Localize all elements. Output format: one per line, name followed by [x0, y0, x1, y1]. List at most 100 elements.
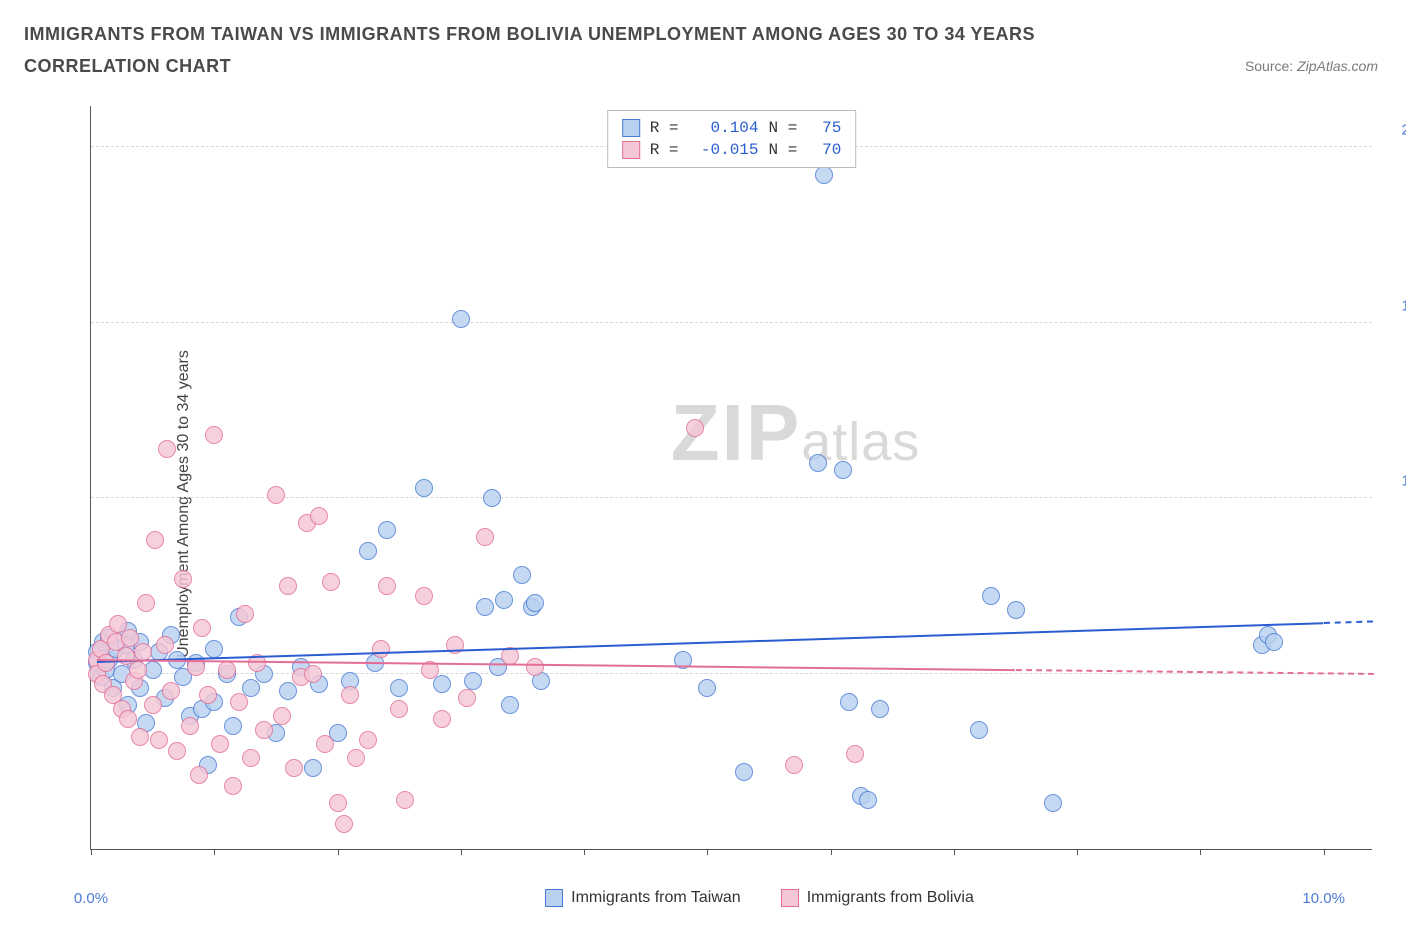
data-point — [218, 661, 236, 679]
legend-swatch — [622, 119, 640, 137]
legend-n-label: N = — [769, 119, 798, 137]
data-point — [396, 791, 414, 809]
data-point — [279, 577, 297, 595]
x-tick-label: 0.0% — [74, 890, 108, 907]
data-point — [970, 721, 988, 739]
data-point — [452, 310, 470, 328]
data-point — [372, 640, 390, 658]
x-tick-mark — [584, 849, 585, 855]
legend-r-value: 0.104 — [689, 119, 759, 137]
data-point — [815, 166, 833, 184]
data-point — [378, 577, 396, 595]
data-point — [267, 486, 285, 504]
legend-r-label: R = — [650, 119, 679, 137]
data-point — [433, 710, 451, 728]
data-point — [526, 658, 544, 676]
data-point — [316, 735, 334, 753]
data-point — [785, 756, 803, 774]
data-point — [304, 759, 322, 777]
data-point — [310, 507, 328, 525]
legend-swatch — [622, 141, 640, 159]
data-point — [1044, 794, 1062, 812]
x-tick-mark — [214, 849, 215, 855]
data-point — [224, 717, 242, 735]
data-point — [341, 686, 359, 704]
data-point — [236, 605, 254, 623]
data-point — [174, 570, 192, 588]
data-point — [285, 759, 303, 777]
x-tick-mark — [831, 849, 832, 855]
data-point — [834, 461, 852, 479]
data-point — [359, 542, 377, 560]
data-point — [378, 521, 396, 539]
data-point — [150, 731, 168, 749]
data-point — [279, 682, 297, 700]
data-point — [131, 728, 149, 746]
x-tick-mark — [338, 849, 339, 855]
data-point — [193, 619, 211, 637]
data-point — [840, 693, 858, 711]
data-point — [162, 682, 180, 700]
data-point — [129, 661, 147, 679]
data-point — [230, 693, 248, 711]
data-point — [415, 587, 433, 605]
data-point — [255, 721, 273, 739]
data-point — [982, 587, 1000, 605]
data-point — [415, 479, 433, 497]
data-point — [464, 672, 482, 690]
source-prefix: Source: — [1245, 58, 1297, 74]
legend-r-value: -0.015 — [689, 141, 759, 159]
source-attribution: Source: ZipAtlas.com — [1245, 58, 1378, 74]
legend-swatch — [781, 889, 799, 907]
data-point — [335, 815, 353, 833]
legend-n-value: 75 — [807, 119, 841, 137]
data-point — [501, 696, 519, 714]
data-point — [144, 696, 162, 714]
data-point — [476, 598, 494, 616]
legend-row: R = 0.104 N = 75 — [622, 117, 842, 139]
data-point — [158, 440, 176, 458]
y-tick-label: 10.0% — [1401, 473, 1406, 490]
data-point — [329, 794, 347, 812]
data-point — [476, 528, 494, 546]
x-tick-mark — [954, 849, 955, 855]
data-point — [433, 675, 451, 693]
source-name: ZipAtlas.com — [1297, 58, 1378, 74]
data-point — [205, 640, 223, 658]
data-point — [273, 707, 291, 725]
data-point — [242, 679, 260, 697]
data-point — [846, 745, 864, 763]
legend-n-label: N = — [769, 141, 798, 159]
data-point — [242, 749, 260, 767]
legend-item: Immigrants from Bolivia — [781, 889, 974, 907]
data-point — [458, 689, 476, 707]
data-point — [859, 791, 877, 809]
data-point — [526, 594, 544, 612]
legend-swatch — [545, 889, 563, 907]
correlation-legend: R = 0.104 N = 75R = -0.015 N = 70 — [607, 110, 857, 168]
data-point — [205, 426, 223, 444]
watermark: ZIPatlas — [671, 387, 921, 479]
data-point — [495, 591, 513, 609]
data-point — [304, 665, 322, 683]
data-point — [390, 700, 408, 718]
data-point — [211, 735, 229, 753]
data-point — [156, 636, 174, 654]
data-point — [735, 763, 753, 781]
data-point — [322, 573, 340, 591]
x-tick-mark — [1077, 849, 1078, 855]
y-tick-label: 20.0% — [1401, 122, 1406, 139]
data-point — [809, 454, 827, 472]
data-point — [137, 594, 155, 612]
x-tick-mark — [1200, 849, 1201, 855]
legend-n-value: 70 — [807, 141, 841, 159]
x-tick-mark — [707, 849, 708, 855]
x-tick-mark — [1324, 849, 1325, 855]
data-point — [390, 679, 408, 697]
trend-line — [97, 622, 1324, 663]
data-point — [483, 489, 501, 507]
data-point — [168, 742, 186, 760]
data-point — [146, 531, 164, 549]
data-point — [686, 419, 704, 437]
data-point — [698, 679, 716, 697]
